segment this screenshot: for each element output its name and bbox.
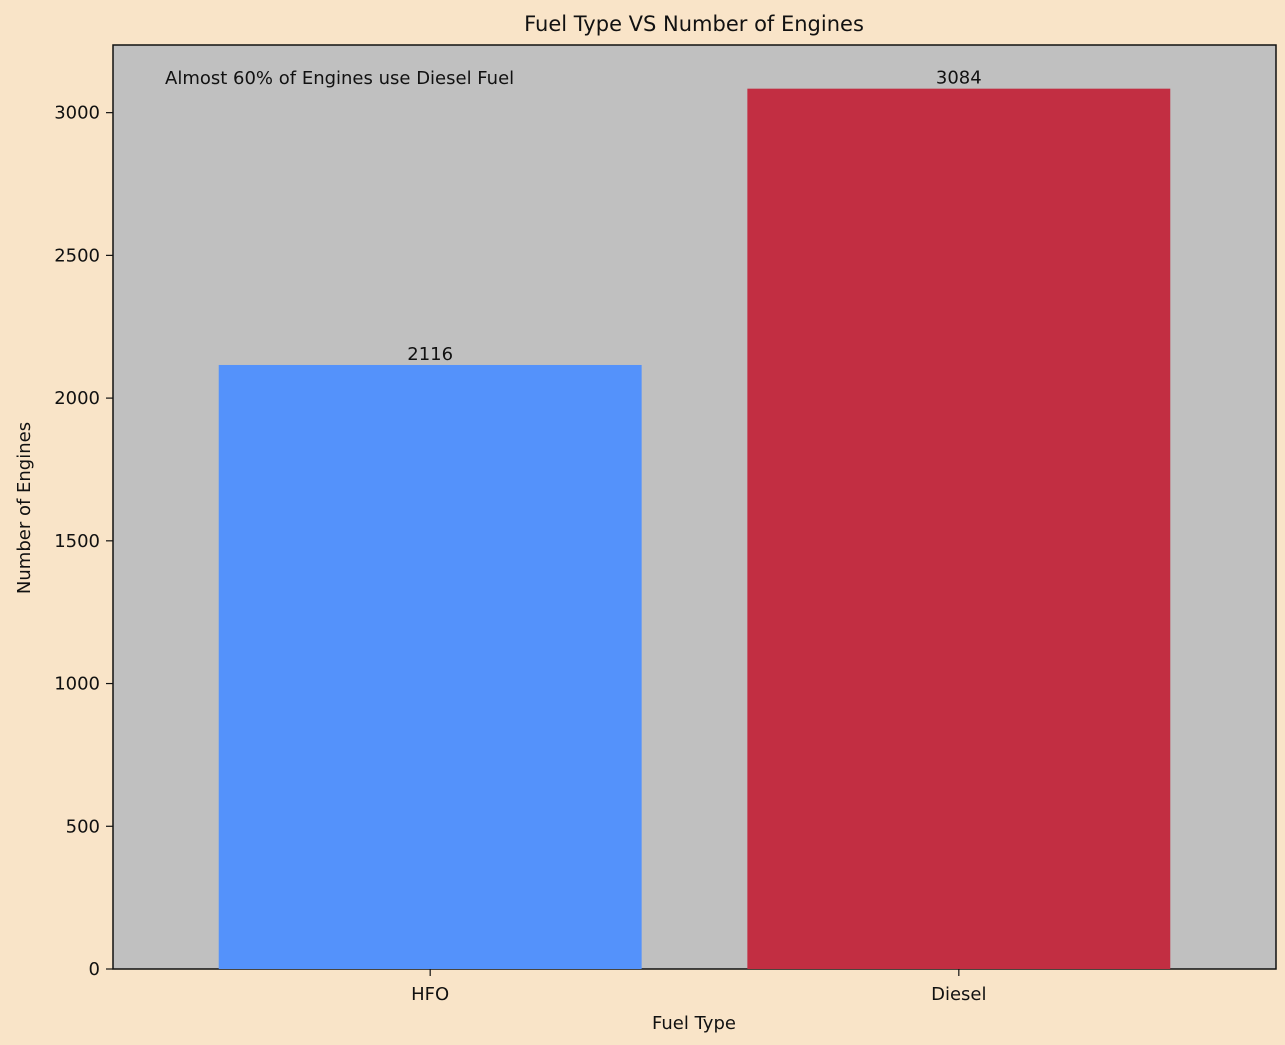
y-tick-label: 0 (89, 959, 100, 980)
y-tick-label: 2500 (54, 245, 100, 266)
y-tick-label: 1500 (54, 531, 100, 552)
bars-group (218, 88, 1171, 970)
bar-diesel (747, 88, 1171, 970)
bar-value-label: 3084 (936, 68, 982, 89)
y-tick-label: 2000 (54, 388, 100, 409)
bar-value-labels: 2116 3084 (407, 68, 981, 365)
chart-title: Fuel Type VS Number of Engines (524, 12, 864, 36)
y-tick-label: 500 (66, 816, 100, 837)
y-axis-label: Number of Engines (14, 422, 35, 594)
y-tick-label: 1000 (54, 674, 100, 695)
y-axis: 0 500 1000 1500 2000 2500 3000 (54, 103, 113, 980)
bar-hfo (218, 364, 642, 969)
chart-annotation: Almost 60% of Engines use Diesel Fuel (165, 68, 514, 89)
x-axis-label: Fuel Type (652, 1013, 736, 1034)
y-tick-label: 3000 (54, 103, 100, 124)
bar-value-label: 2116 (407, 344, 453, 365)
x-tick-label: HFO (411, 984, 449, 1005)
x-axis: HFO Diesel (411, 969, 987, 1005)
x-tick-label: Diesel (931, 984, 986, 1005)
